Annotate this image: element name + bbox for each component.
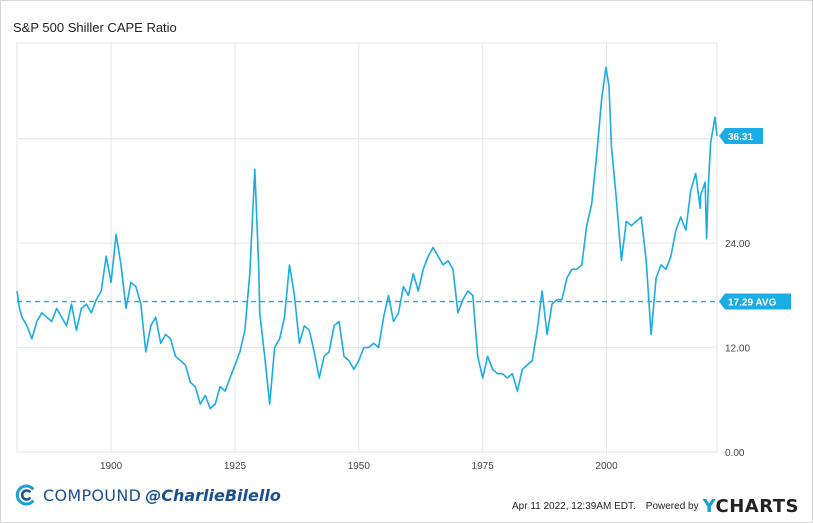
x-tick-label-3: 1975 — [472, 461, 495, 472]
x-tick-label-4: 2000 — [595, 461, 618, 472]
last-value-label: 36.31 — [728, 132, 753, 143]
plot-area — [16, 42, 718, 453]
x-tick-label-1: 1925 — [224, 461, 247, 472]
y-tick-label-0: 0.00 — [725, 448, 745, 459]
average-tag-label: 17.29 AVG — [728, 298, 777, 309]
powered-by-label: Powered by — [645, 501, 699, 512]
ycharts-logo-y: Y — [702, 496, 716, 517]
chart-title: S&P 500 Shiller CAPE Ratio — [13, 20, 177, 35]
ycharts-logo-rest: CHARTS — [715, 496, 799, 517]
timestamp: Apr 11 2022, 12:39AM EDT. — [512, 501, 636, 512]
twitter-handle: @CharlieBilello — [145, 485, 281, 505]
y-tick-label-2: 24.00 — [725, 239, 750, 250]
y-tick-label-1: 12.00 — [725, 344, 750, 355]
series-line-0 — [16, 66, 718, 410]
compound-logo: COMPOUND @CharlieBilello — [14, 483, 281, 507]
x-tick-label-0: 1900 — [100, 461, 123, 472]
average-tag — [719, 293, 791, 310]
ycharts-logo[interactable]: YCHARTS — [703, 496, 799, 517]
x-tick-label-2: 1950 — [348, 461, 371, 472]
last-value-tag — [719, 128, 763, 145]
compound-logo-text: COMPOUND — [43, 485, 142, 505]
chart-footer: Apr 11 2022, 12:39AM EDT. Powered by YCH… — [512, 496, 799, 517]
compound-logo-icon — [15, 484, 34, 506]
